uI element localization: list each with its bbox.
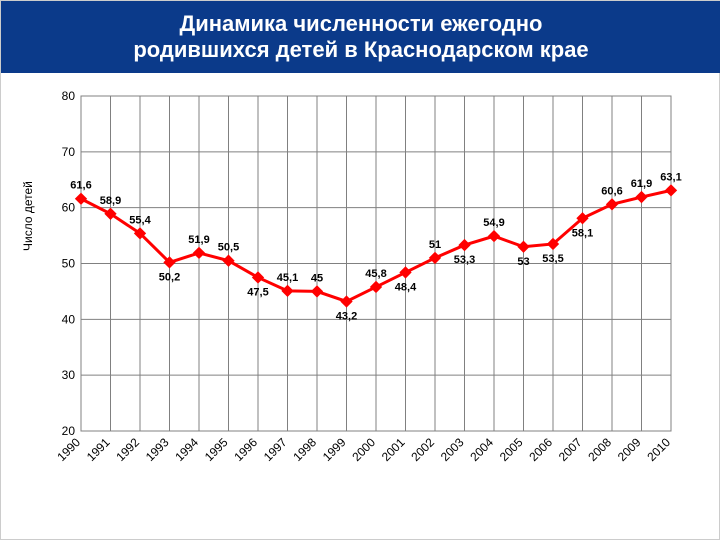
data-marker [606, 198, 618, 210]
x-tick-label: 2000 [349, 435, 378, 464]
x-tick-label: 2004 [467, 435, 496, 464]
y-tick-label: 60 [62, 201, 76, 215]
data-label: 58,1 [572, 227, 593, 239]
data-marker [665, 184, 677, 196]
data-marker [252, 271, 264, 283]
chart-title-band: Динамика численности ежегодно родившихся… [1, 1, 720, 73]
x-tick-label: 2003 [438, 435, 467, 464]
data-marker [75, 193, 87, 205]
data-label: 61,6 [70, 180, 91, 192]
data-label: 48,4 [395, 281, 417, 293]
x-tick-label: 1995 [202, 435, 231, 464]
data-marker [458, 239, 470, 251]
data-label: 55,4 [129, 214, 151, 226]
data-label: 45,1 [277, 272, 298, 284]
data-marker [311, 285, 323, 297]
x-tick-label: 2009 [615, 435, 644, 464]
data-label: 53,3 [454, 254, 475, 266]
data-marker [635, 191, 647, 203]
x-tick-label: 1998 [290, 435, 319, 464]
x-tick-label: 1990 [54, 435, 83, 464]
data-marker [222, 255, 234, 267]
data-label: 53,5 [542, 253, 563, 265]
y-tick-label: 80 [62, 89, 76, 103]
data-marker [370, 281, 382, 293]
chart-area: 2030405060708019901991199219931994199519… [41, 81, 691, 501]
chart-title: Динамика численности ежегодно родившихся… [133, 11, 588, 64]
data-marker [517, 241, 529, 253]
data-marker [340, 295, 352, 307]
x-tick-label: 1999 [320, 435, 349, 464]
data-marker [429, 252, 441, 264]
data-label: 63,1 [660, 171, 681, 183]
data-label: 51 [429, 239, 441, 251]
line-chart: 2030405060708019901991199219931994199519… [41, 81, 691, 501]
x-tick-label: 2002 [408, 435, 437, 464]
data-label: 43,2 [336, 310, 357, 322]
data-label: 50,2 [159, 271, 180, 283]
x-tick-label: 2010 [644, 435, 673, 464]
data-marker [488, 230, 500, 242]
y-tick-label: 50 [62, 257, 76, 271]
data-label: 45,8 [365, 268, 386, 280]
data-marker [193, 247, 205, 259]
data-label: 50,5 [218, 242, 239, 254]
x-tick-label: 1991 [84, 435, 113, 464]
data-label: 47,5 [247, 286, 268, 298]
x-tick-label: 1997 [261, 435, 290, 464]
y-tick-label: 40 [62, 312, 76, 326]
data-label: 60,6 [601, 185, 622, 197]
y-axis-label: Число детей [21, 181, 35, 251]
data-marker [399, 266, 411, 278]
x-tick-label: 1996 [231, 435, 260, 464]
x-tick-label: 1992 [113, 435, 142, 464]
data-marker [281, 285, 293, 297]
x-tick-label: 2001 [379, 435, 408, 464]
slide: Динамика численности ежегодно родившихся… [0, 0, 720, 540]
y-tick-label: 70 [62, 145, 76, 159]
data-label: 53 [517, 256, 529, 268]
data-label: 51,9 [188, 234, 209, 246]
x-tick-label: 2007 [556, 435, 585, 464]
x-tick-label: 1993 [143, 435, 172, 464]
data-label: 61,9 [631, 178, 652, 190]
x-tick-label: 1994 [172, 435, 201, 464]
data-label: 45 [311, 272, 323, 284]
x-tick-label: 2008 [585, 435, 614, 464]
y-tick-label: 30 [62, 368, 76, 382]
x-tick-label: 2006 [526, 435, 555, 464]
data-label: 54,9 [483, 217, 504, 229]
data-label: 58,9 [100, 195, 121, 207]
x-tick-label: 2005 [497, 435, 526, 464]
